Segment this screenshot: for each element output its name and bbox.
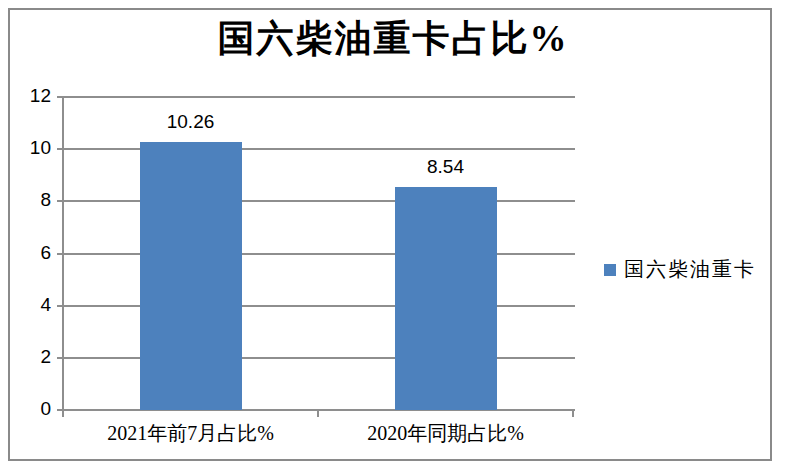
y-axis-label: 12 — [7, 85, 51, 107]
y-axis-label: 6 — [7, 242, 51, 264]
chart-canvas[interactable]: 国六柴油重卡占比% 02468101210.262021年前7月占比%8.542… — [0, 0, 785, 474]
y-axis-label: 10 — [7, 137, 51, 159]
y-axis-label: 8 — [7, 189, 51, 211]
y-axis-label: 4 — [7, 294, 51, 316]
x-axis-tick — [572, 410, 574, 417]
y-axis-label: 0 — [7, 398, 51, 420]
x-axis-tick — [62, 410, 64, 417]
x-axis-label: 2021年前7月占比% — [61, 420, 321, 447]
x-axis-tick — [317, 410, 319, 417]
y-axis-line — [62, 96, 64, 417]
legend-label: 国六柴油重卡 — [624, 256, 756, 283]
legend-marker-icon — [604, 264, 616, 276]
gridline — [63, 96, 575, 98]
y-axis-label: 2 — [7, 346, 51, 368]
bar-value-label: 10.26 — [131, 111, 251, 133]
bar — [140, 142, 242, 410]
bar-value-label: 8.54 — [386, 156, 506, 178]
x-axis-label: 2020年同期占比% — [316, 420, 576, 447]
bar — [395, 187, 497, 410]
plot-area: 0 2 4 6 8 10 12 10.26 2021年前7月占比% 8.54 2020年同期占比% — [0, 0, 785, 474]
legend: 国六柴油重卡 — [604, 256, 756, 283]
